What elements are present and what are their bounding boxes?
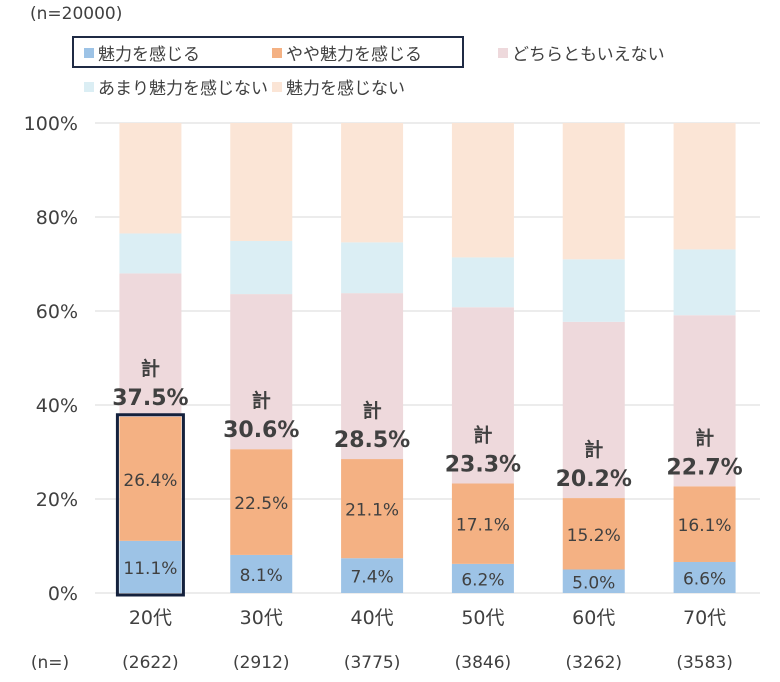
data-label: 5.0% bbox=[572, 573, 615, 593]
total-prefix: 計 bbox=[363, 399, 382, 422]
bar-segment bbox=[230, 123, 293, 241]
bar-segment bbox=[119, 540, 182, 593]
data-label: 6.6% bbox=[683, 569, 726, 589]
data-label: 8.1% bbox=[240, 566, 283, 586]
total-prefix: 計 bbox=[473, 423, 492, 446]
bar-segment bbox=[341, 242, 404, 294]
legend-item-neutral: どちらともいえない bbox=[498, 40, 665, 65]
bar-segment bbox=[119, 416, 182, 541]
legend-label-attractive: 魅力を感じる bbox=[98, 45, 200, 65]
legend-swatch-somewhat-attractive bbox=[272, 47, 282, 58]
total-label: 22.7% bbox=[666, 455, 742, 480]
total-prefix: 計 bbox=[695, 426, 714, 449]
x-tick-label: 60代 bbox=[572, 607, 615, 629]
bar-segment bbox=[119, 123, 182, 234]
bar-segment bbox=[673, 249, 736, 316]
x-tick-label: 70代 bbox=[683, 607, 726, 629]
bar-segment bbox=[451, 307, 514, 484]
bar-segment bbox=[451, 257, 514, 308]
n-value-label: (3846) bbox=[455, 653, 512, 673]
total-label: 20.2% bbox=[556, 467, 632, 492]
bar-segment bbox=[230, 449, 293, 555]
total-label: 23.3% bbox=[445, 452, 521, 477]
total-label: 30.6% bbox=[223, 418, 299, 443]
y-tick-label: 20% bbox=[36, 489, 78, 511]
legend-item-somewhat-attractive: やや魅力を感じる bbox=[272, 40, 422, 65]
bar-segment bbox=[341, 123, 404, 243]
bar-segment bbox=[562, 569, 625, 593]
bar-segment bbox=[341, 459, 404, 559]
total-label: 28.5% bbox=[334, 428, 410, 453]
data-label: 17.1% bbox=[456, 516, 510, 536]
x-tick-label: 20代 bbox=[129, 607, 172, 629]
total-prefix: 計 bbox=[141, 357, 160, 380]
bar-segment bbox=[562, 321, 625, 499]
n-value-label: (3583) bbox=[676, 653, 733, 673]
y-tick-label: 80% bbox=[36, 207, 78, 229]
bar-segment bbox=[562, 123, 625, 260]
legend-item-attractive: 魅力を感じる bbox=[84, 40, 200, 65]
legend-swatch-neutral bbox=[498, 47, 508, 58]
x-tick-label: 40代 bbox=[350, 607, 393, 629]
legend-label-not-attractive: 魅力を感じない bbox=[286, 79, 405, 99]
bar-segment bbox=[119, 273, 182, 417]
legend-swatch-attractive bbox=[84, 47, 94, 58]
data-label: 15.2% bbox=[567, 526, 621, 546]
data-label: 7.4% bbox=[350, 568, 393, 588]
n-row-label: (n=) bbox=[31, 653, 69, 673]
bar-segment bbox=[562, 498, 625, 570]
legend-label-somewhat-attractive: やや魅力を感じる bbox=[286, 45, 422, 65]
n-value-label: (2912) bbox=[233, 653, 290, 673]
bar-segment bbox=[341, 558, 404, 593]
data-label: 16.1% bbox=[678, 516, 732, 536]
bar-segment bbox=[451, 483, 514, 564]
total-prefix: 計 bbox=[584, 438, 603, 461]
legend-item-not-very-attractive: あまり魅力を感じない bbox=[84, 74, 268, 99]
y-tick-label: 0% bbox=[48, 583, 78, 605]
y-tick-label: 60% bbox=[36, 301, 78, 323]
data-label: 26.4% bbox=[123, 471, 177, 491]
data-label: 11.1% bbox=[123, 559, 177, 579]
legend-item-not-attractive: 魅力を感じない bbox=[272, 74, 405, 99]
data-label: 6.2% bbox=[461, 570, 504, 590]
data-label: 22.5% bbox=[234, 494, 288, 514]
bar-segment bbox=[119, 233, 182, 274]
bar-segment bbox=[673, 561, 736, 593]
legend-label-neutral: どちらともいえない bbox=[512, 45, 665, 65]
n-value-label: (3262) bbox=[565, 653, 622, 673]
bar-segment bbox=[451, 123, 514, 258]
n-value-label: (2622) bbox=[122, 653, 179, 673]
legend-swatch-not-attractive bbox=[272, 81, 282, 92]
bar-segment bbox=[341, 293, 404, 460]
legend-label-not-very-attractive: あまり魅力を感じない bbox=[98, 79, 268, 99]
y-tick-label: 40% bbox=[36, 395, 78, 417]
bar-segment bbox=[451, 563, 514, 593]
y-tick-label: 100% bbox=[24, 113, 78, 135]
bar-segment bbox=[230, 240, 293, 295]
n-value-label: (3775) bbox=[344, 653, 401, 673]
bar-segment bbox=[230, 554, 293, 593]
legend-swatch-not-very-attractive bbox=[84, 81, 94, 92]
bar-segment bbox=[673, 315, 736, 487]
highlight-box bbox=[115, 413, 185, 597]
x-tick-label: 30代 bbox=[240, 607, 283, 629]
sample-size-note: (n=20000) bbox=[30, 4, 123, 24]
bar-segment bbox=[673, 123, 736, 250]
x-tick-label: 50代 bbox=[461, 607, 504, 629]
legend-highlight-box bbox=[72, 36, 464, 68]
total-prefix: 計 bbox=[252, 389, 271, 412]
bar-segment bbox=[673, 486, 736, 562]
bar-segment bbox=[230, 294, 293, 450]
total-label: 37.5% bbox=[112, 386, 188, 411]
bar-segment bbox=[562, 259, 625, 322]
data-label: 21.1% bbox=[345, 501, 399, 521]
